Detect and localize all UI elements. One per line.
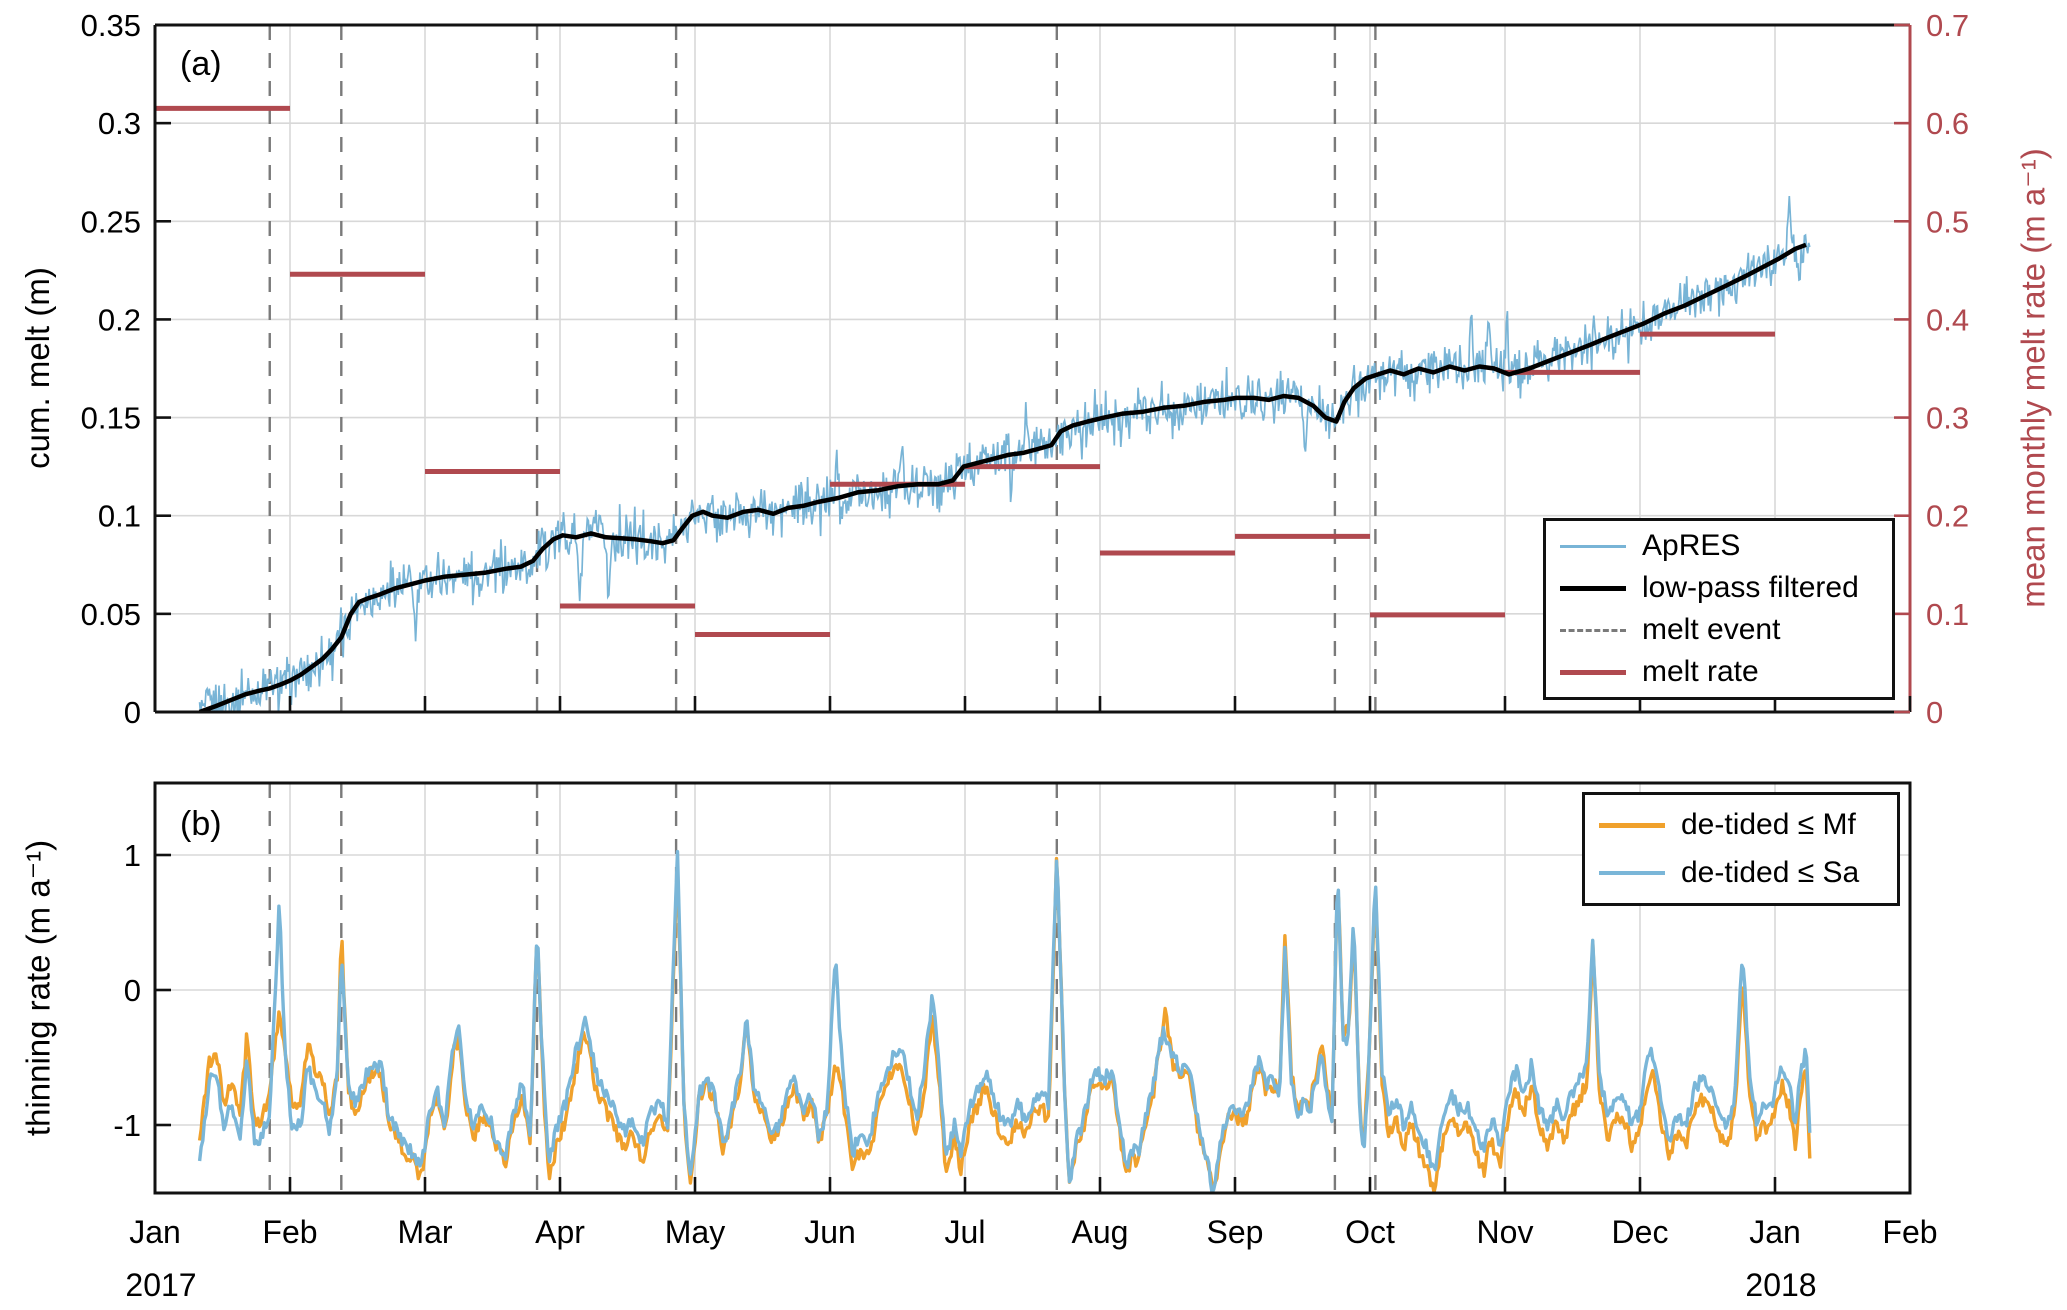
legend-item-melt-event: melt event: [1546, 613, 1892, 647]
svg-text:0.35: 0.35: [81, 8, 141, 43]
melt-rate-line-sample: [1560, 669, 1626, 675]
svg-text:0.1: 0.1: [98, 499, 141, 534]
legend-label-detided-sa: de-tided ≤ Sa: [1681, 855, 1860, 889]
panel-a-legend: ApRES low-pass filtered melt event melt …: [1543, 518, 1895, 700]
legend-item-lowpass: low-pass filtered: [1546, 571, 1892, 605]
legend-label-detided-mf: de-tided ≤ Mf: [1681, 808, 1856, 842]
svg-text:Apr: Apr: [535, 1214, 585, 1250]
lowpass-series: [198, 242, 1807, 712]
lowpass-line-sample: [1560, 585, 1626, 591]
melt-event-lines: [268, 25, 1377, 1193]
legend-item-melt-rate: melt rate: [1546, 655, 1892, 689]
panel-b-left-axis-title: thinning rate (m a⁻¹): [19, 839, 57, 1137]
tick-labels: 0 0.05 0.1 0.15 0.2 0.25 0.3 0.35 0 0.1 0.2 0.3 0.4 0…: [81, 8, 1969, 1303]
detided-series-mf: [197, 856, 1812, 1193]
svg-text:0.3: 0.3: [1926, 401, 1969, 436]
svg-text:May: May: [665, 1214, 725, 1250]
panel-b-label: (b): [180, 805, 222, 843]
svg-text:0.1: 0.1: [1926, 597, 1969, 632]
svg-text:Aug: Aug: [1072, 1214, 1129, 1250]
svg-text:-1: -1: [113, 1108, 141, 1143]
svg-text:Jul: Jul: [945, 1214, 986, 1250]
panel-b-legend: de-tided ≤ Mf de-tided ≤ Sa: [1582, 792, 1900, 906]
svg-text:0.3: 0.3: [98, 106, 141, 141]
legend-label-melt-rate: melt rate: [1642, 655, 1759, 688]
svg-text:0.7: 0.7: [1926, 8, 1969, 43]
svg-text:0.15: 0.15: [81, 401, 141, 436]
legend-item-detided-sa: de-tided ≤ Sa: [1585, 856, 1897, 890]
detided-sa-line-sample: [1599, 870, 1665, 875]
detided-mf-line-sample: [1599, 822, 1665, 828]
svg-text:1: 1: [124, 838, 141, 873]
svg-text:2018: 2018: [1745, 1267, 1816, 1303]
svg-text:0: 0: [124, 973, 141, 1008]
svg-text:0.5: 0.5: [1926, 204, 1969, 239]
svg-text:Mar: Mar: [397, 1214, 452, 1250]
detided-series-sa: [197, 849, 1812, 1193]
svg-text:Feb: Feb: [262, 1214, 317, 1250]
svg-text:0.2: 0.2: [1926, 499, 1969, 534]
svg-text:Feb: Feb: [1882, 1214, 1937, 1250]
legend-item-apres: ApRES: [1546, 529, 1892, 563]
apres-line-sample: [1560, 544, 1626, 548]
svg-text:0: 0: [1926, 695, 1943, 730]
svg-text:Nov: Nov: [1477, 1214, 1534, 1250]
svg-text:Jun: Jun: [804, 1214, 856, 1250]
svg-text:Sep: Sep: [1207, 1214, 1264, 1250]
svg-text:0: 0: [124, 695, 141, 730]
svg-text:Jan: Jan: [129, 1214, 181, 1250]
legend-label-lowpass: low-pass filtered: [1642, 571, 1859, 604]
axes: [153, 23, 1912, 1195]
svg-text:0.2: 0.2: [98, 302, 141, 337]
panel-a-label: (a): [180, 45, 222, 83]
melt-event-line-sample: [1560, 628, 1626, 632]
legend-item-detided-mf: de-tided ≤ Mf: [1585, 808, 1897, 842]
svg-text:2017: 2017: [125, 1267, 196, 1303]
svg-text:0.25: 0.25: [81, 204, 141, 239]
svg-text:Oct: Oct: [1345, 1214, 1395, 1250]
panel-a-right-axis-title: mean monthly melt rate (m a⁻¹): [2014, 148, 2052, 608]
svg-text:Jan: Jan: [1749, 1214, 1801, 1250]
legend-label-melt-event: melt event: [1642, 613, 1781, 646]
svg-text:Dec: Dec: [1612, 1214, 1669, 1250]
svg-text:0.6: 0.6: [1926, 106, 1969, 141]
svg-text:0.05: 0.05: [81, 597, 141, 632]
panel-a-left-axis-title: cum. melt (m): [19, 267, 56, 469]
legend-label-apres: ApRES: [1642, 529, 1741, 562]
svg-text:0.4: 0.4: [1926, 302, 1969, 337]
